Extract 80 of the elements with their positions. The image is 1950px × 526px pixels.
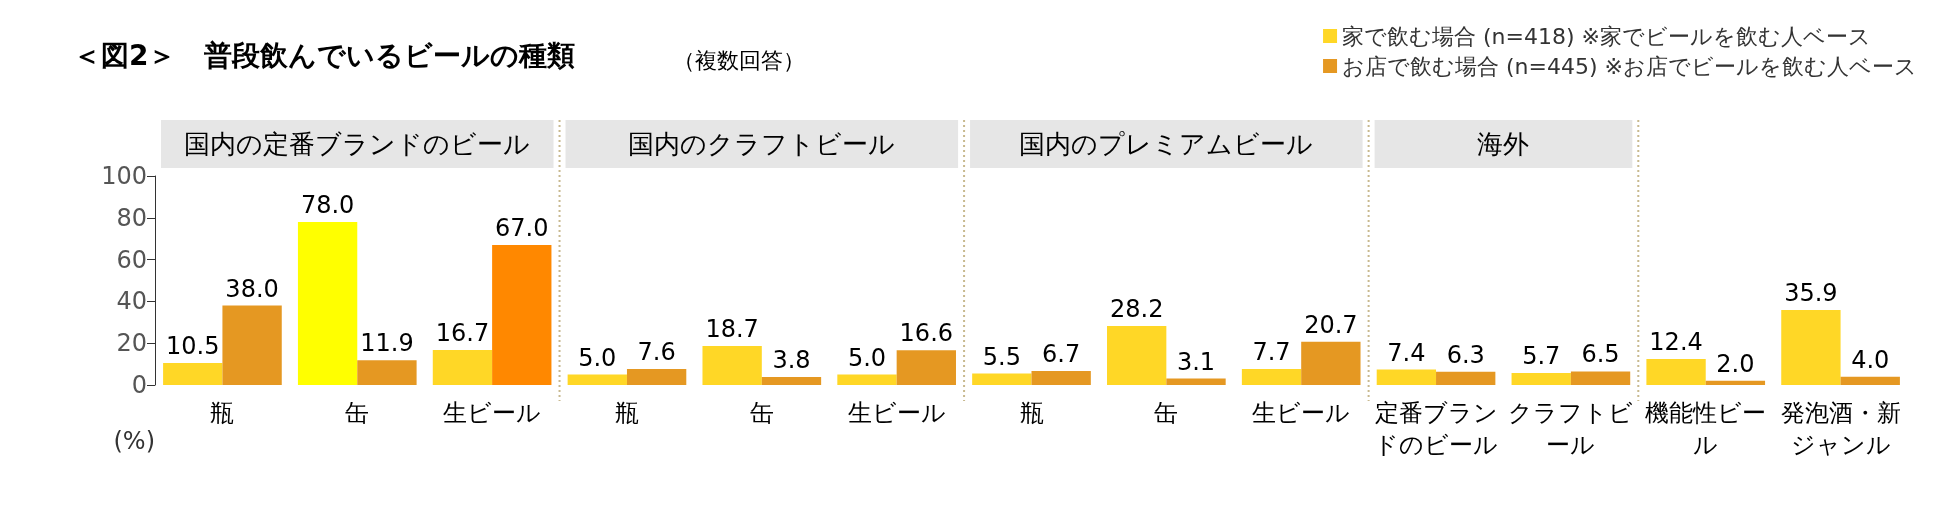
data-label: 5.0	[847, 343, 887, 372]
bar	[837, 374, 897, 385]
bar	[1511, 373, 1571, 385]
data-label: 35.9	[1784, 278, 1838, 307]
data-label: 6.5	[1581, 340, 1620, 369]
x-tick-label: 機能性ビール	[1645, 399, 1767, 459]
bar	[492, 244, 552, 385]
legend-label: 家で飲む場合 (n=418) ※家でビールを飲む人ベース	[1342, 23, 1872, 49]
bar	[1705, 380, 1766, 385]
data-label: 4.0	[1851, 345, 1890, 374]
x-tick-label: 生ビール	[443, 399, 542, 427]
bar	[1376, 369, 1437, 385]
y-tick-label: 80	[116, 203, 147, 232]
x-tick-label: 生ビール	[847, 399, 946, 427]
x-tick-label: 発泡酒・新ジャンル	[1780, 399, 1901, 459]
y-tick-label: 20	[116, 329, 147, 358]
data-label: 10.5	[166, 332, 220, 361]
y-axis-title: (%)	[113, 426, 155, 455]
bar	[222, 305, 282, 385]
data-label: 6.7	[1042, 340, 1081, 368]
data-label: 67.0	[495, 213, 549, 242]
data-label: 12.4	[1649, 328, 1703, 357]
y-tick-label: 60	[116, 245, 147, 274]
bar	[567, 374, 627, 385]
bar	[1241, 368, 1302, 385]
legend-label: お店で飲む場合 (n=445) ※お店でビールを飲む人ベース	[1342, 53, 1918, 79]
bar	[1301, 341, 1361, 385]
x-tick-label: 瓶	[614, 399, 639, 427]
data-label: 38.0	[225, 274, 279, 303]
x-tick-label: 瓶	[210, 399, 235, 427]
bar	[626, 369, 687, 385]
data-label: 3.8	[772, 346, 811, 375]
bar	[1166, 378, 1226, 385]
bar	[1436, 371, 1496, 385]
x-tick-label: クラフトビール	[1508, 399, 1634, 459]
text: 海外	[1477, 129, 1530, 159]
y-tick-label: 100	[101, 162, 147, 190]
bar	[357, 360, 417, 385]
data-label: 16.6	[899, 319, 954, 348]
data-label: 28.2	[1109, 295, 1164, 324]
bar	[297, 221, 358, 385]
chart-title: ＜図2＞ 普段飲んでいるビールの種類	[73, 38, 576, 72]
data-label: 7.6	[637, 338, 676, 367]
bar	[702, 345, 762, 385]
bar	[896, 350, 956, 385]
data-label: 5.0	[578, 343, 617, 372]
chart-subtitle: （複数回答）	[673, 47, 805, 73]
bar	[163, 363, 223, 385]
data-label: 3.1	[1176, 347, 1216, 376]
bar	[1107, 326, 1167, 385]
bar	[1031, 371, 1091, 385]
data-label: 7.7	[1252, 337, 1291, 366]
bar	[432, 350, 493, 385]
bar	[761, 377, 822, 385]
data-label: 20.7	[1304, 310, 1358, 339]
x-tick-label: 缶	[345, 399, 370, 427]
data-label: 16.7	[435, 319, 490, 348]
text: 国内の定番ブランドのビール	[184, 129, 531, 159]
data-label: 5.7	[1522, 342, 1561, 371]
y-tick-label: 40	[116, 287, 147, 316]
data-label: 18.7	[705, 314, 759, 343]
x-tick-label: 缶	[1154, 399, 1179, 427]
data-label: 2.0	[1716, 349, 1755, 378]
data-label: 7.4	[1387, 338, 1426, 367]
bar	[1646, 359, 1706, 385]
bar	[1840, 376, 1900, 385]
data-label: 6.3	[1446, 340, 1485, 369]
data-label: 11.9	[360, 329, 414, 358]
x-tick-label: 定番ブランドのビール	[1374, 399, 1499, 459]
text: 国内のクラフトビール	[628, 129, 896, 159]
bar	[1570, 371, 1631, 385]
x-tick-label: 瓶	[1019, 399, 1044, 427]
data-label: 78.0	[300, 190, 355, 219]
y-tick-label: 0	[131, 371, 147, 399]
data-label: 5.5	[982, 342, 1021, 371]
x-tick-label: 缶	[749, 399, 774, 427]
text: 国内のプレミアムビール	[1019, 129, 1314, 159]
x-tick-label: 生ビール	[1252, 399, 1351, 427]
bar	[1781, 309, 1841, 385]
bar	[972, 373, 1032, 385]
